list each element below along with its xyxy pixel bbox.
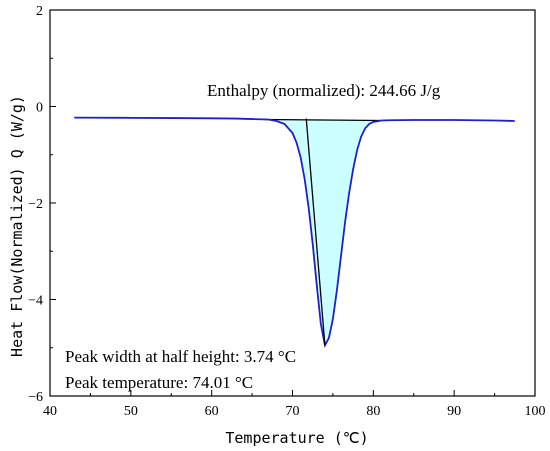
annotation-peak-temperature: Peak temperature: 74.01 °C bbox=[65, 373, 253, 392]
x-tick-label: 40 bbox=[43, 404, 57, 419]
plot-area bbox=[74, 116, 515, 348]
x-axis-ticks: 40 50 60 70 80 90 100 bbox=[43, 390, 546, 419]
x-tick-label: 100 bbox=[525, 404, 546, 419]
y-axis-title: Heat Flow(Normalized) Q (W/g) bbox=[8, 95, 26, 357]
tangent-line bbox=[305, 118, 326, 346]
y-tick-label: −2 bbox=[28, 197, 43, 212]
x-tick-label: 50 bbox=[124, 404, 138, 419]
integration-baseline bbox=[264, 118, 382, 122]
annotation-peak-width: Peak width at half height: 3.74 °C bbox=[65, 347, 296, 366]
x-tick-label: 80 bbox=[366, 404, 380, 419]
x-axis-title: Temperature (℃) bbox=[225, 429, 368, 447]
x-tick-label: 70 bbox=[286, 404, 300, 419]
plot-frame bbox=[49, 9, 536, 397]
annotation-enthalpy: Enthalpy (normalized): 244.66 J/g bbox=[207, 81, 441, 100]
x-tick-label: 60 bbox=[205, 404, 219, 419]
y-tick-label: 2 bbox=[36, 4, 43, 19]
x-tick-label: 90 bbox=[447, 404, 461, 419]
enthalpy-shaded-area bbox=[264, 119, 382, 346]
y-axis-ticks: −6 −4 −2 0 2 bbox=[28, 4, 56, 405]
y-tick-label: −6 bbox=[28, 390, 43, 405]
y-tick-label: −4 bbox=[28, 294, 43, 309]
heat-flow-curve bbox=[74, 116, 515, 348]
y-tick-label: 0 bbox=[36, 101, 43, 116]
